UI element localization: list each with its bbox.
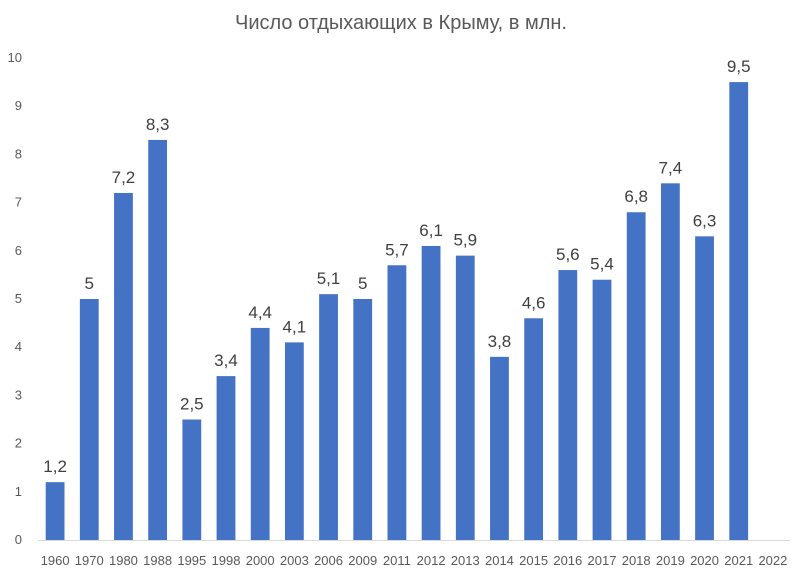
bar-2016 (558, 270, 578, 540)
bar-2015 (524, 318, 544, 540)
x-tick-label: 2019 (656, 553, 685, 568)
x-tick-label: 2021 (724, 553, 753, 568)
y-tick-label: 6 (15, 243, 22, 258)
bar-2003 (284, 342, 304, 540)
x-tick-label: 2014 (485, 553, 514, 568)
data-label-2016: 5,6 (556, 245, 580, 264)
data-label-2003: 4,1 (283, 317, 307, 336)
y-tick-label: 9 (15, 98, 22, 113)
y-tick-label: 1 (15, 484, 22, 499)
bar-1995 (182, 419, 202, 540)
x-tick-label: 1998 (212, 553, 241, 568)
data-label-1995: 2,5 (180, 395, 204, 414)
bar-2019 (660, 183, 680, 540)
y-tick-label: 2 (15, 436, 22, 451)
data-label-2013: 5,9 (453, 231, 477, 250)
bar-2009 (353, 299, 373, 540)
x-tick-label: 2018 (622, 553, 651, 568)
bar-1970 (79, 299, 99, 540)
bar-1960 (45, 482, 65, 540)
x-tick-label: 1988 (143, 553, 172, 568)
bar-2000 (250, 327, 270, 540)
x-tick-label: 1960 (41, 553, 70, 568)
data-label-2011: 5,7 (385, 240, 409, 259)
x-tick-label: 1980 (109, 553, 138, 568)
x-tick-label: 2015 (519, 553, 548, 568)
x-tick-label: 2006 (314, 553, 343, 568)
data-label-2019: 7,4 (659, 158, 683, 177)
bar-2020 (695, 236, 714, 540)
data-label-2017: 5,4 (590, 255, 614, 274)
data-label-2020: 6,3 (693, 211, 717, 230)
bar-1980 (114, 192, 133, 540)
bar-2013 (455, 255, 475, 540)
data-label-2021: 9,5 (727, 57, 751, 76)
data-label-2018: 6,8 (624, 187, 648, 206)
y-tick-label: 5 (15, 291, 22, 306)
y-tick-label: 7 (15, 195, 22, 210)
data-label-1980: 7,2 (112, 168, 136, 187)
bar-2011 (387, 265, 407, 540)
bar-2012 (421, 245, 441, 541)
data-label-1960: 1,2 (43, 457, 67, 476)
data-label-2006: 5,1 (317, 269, 341, 288)
bar-1988 (148, 139, 168, 540)
y-tick-label: 4 (15, 339, 22, 354)
data-label-2012: 6,1 (419, 221, 443, 240)
chart-title: Число отдыхающих в Крыму, в млн. (234, 12, 567, 34)
data-label-2009: 5 (358, 274, 367, 293)
data-label-2014: 3,8 (488, 332, 512, 351)
y-tick-label: 0 (15, 532, 22, 547)
y-tick-label: 10 (8, 50, 22, 65)
data-label-1998: 3,4 (214, 351, 238, 370)
x-tick-label: 2020 (690, 553, 719, 568)
x-tick-label: 2013 (451, 553, 480, 568)
data-label-2015: 4,6 (522, 293, 546, 312)
data-label-1988: 8,3 (146, 115, 170, 134)
data-label-1970: 5 (85, 274, 94, 293)
bar-2017 (592, 279, 612, 540)
bar-2018 (626, 212, 646, 541)
x-tick-label: 2000 (246, 553, 275, 568)
x-tick-label: 2022 (758, 553, 787, 568)
x-tick-label: 2011 (383, 553, 411, 568)
x-tick-label: 2012 (417, 553, 446, 568)
y-tick-label: 8 (15, 146, 22, 161)
y-tick-label: 3 (15, 387, 22, 402)
bar-2006 (319, 294, 338, 540)
x-tick-label: 1995 (177, 553, 206, 568)
x-tick-label: 2003 (280, 553, 309, 568)
x-tick-label: 2017 (588, 553, 617, 568)
data-label-2000: 4,4 (248, 303, 272, 322)
bar-1998 (216, 376, 236, 540)
x-tick-label: 2016 (553, 553, 582, 568)
bar-2014 (490, 356, 509, 540)
bar-2021 (729, 82, 749, 540)
x-tick-label: 1970 (75, 553, 104, 568)
x-tick-label: 2009 (348, 553, 377, 568)
